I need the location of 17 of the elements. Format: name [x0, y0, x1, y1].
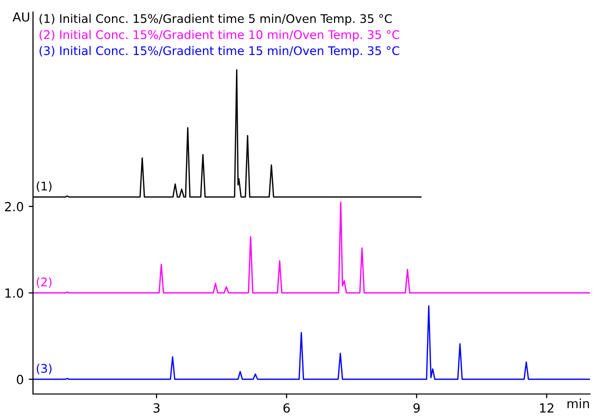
y-axis-title: AU [12, 12, 30, 22]
annotation: (2) [36, 277, 52, 288]
x-tick-label: 3 [154, 403, 160, 413]
y-tick-label: 1.0 [5, 288, 24, 298]
text: (1) Initial Conc. 15%/Gradient time 5 min/Oven Temp. 35 °C [40, 14, 392, 26]
annotation: (1) [36, 181, 52, 192]
y-tick-label: 0 [16, 374, 24, 384]
line-series [33, 202, 590, 294]
x-axis-title: min [568, 398, 589, 408]
text: (2) Initial Conc. 15%/Gradient time 10 min/Oven Temp. 35 °C [40, 30, 400, 42]
x-tick-label: 6 [283, 403, 290, 413]
y-tick-label: 2.0 [5, 202, 24, 212]
line-series [33, 305, 590, 380]
x-tick-label: 12 [540, 403, 554, 413]
text: (3) Initial Conc. 15%/Gradient time 15 min/Oven Temp. 35 °C [40, 46, 400, 58]
annotation: (3) [36, 364, 52, 374]
x-tick-label: 9 [413, 403, 420, 413]
